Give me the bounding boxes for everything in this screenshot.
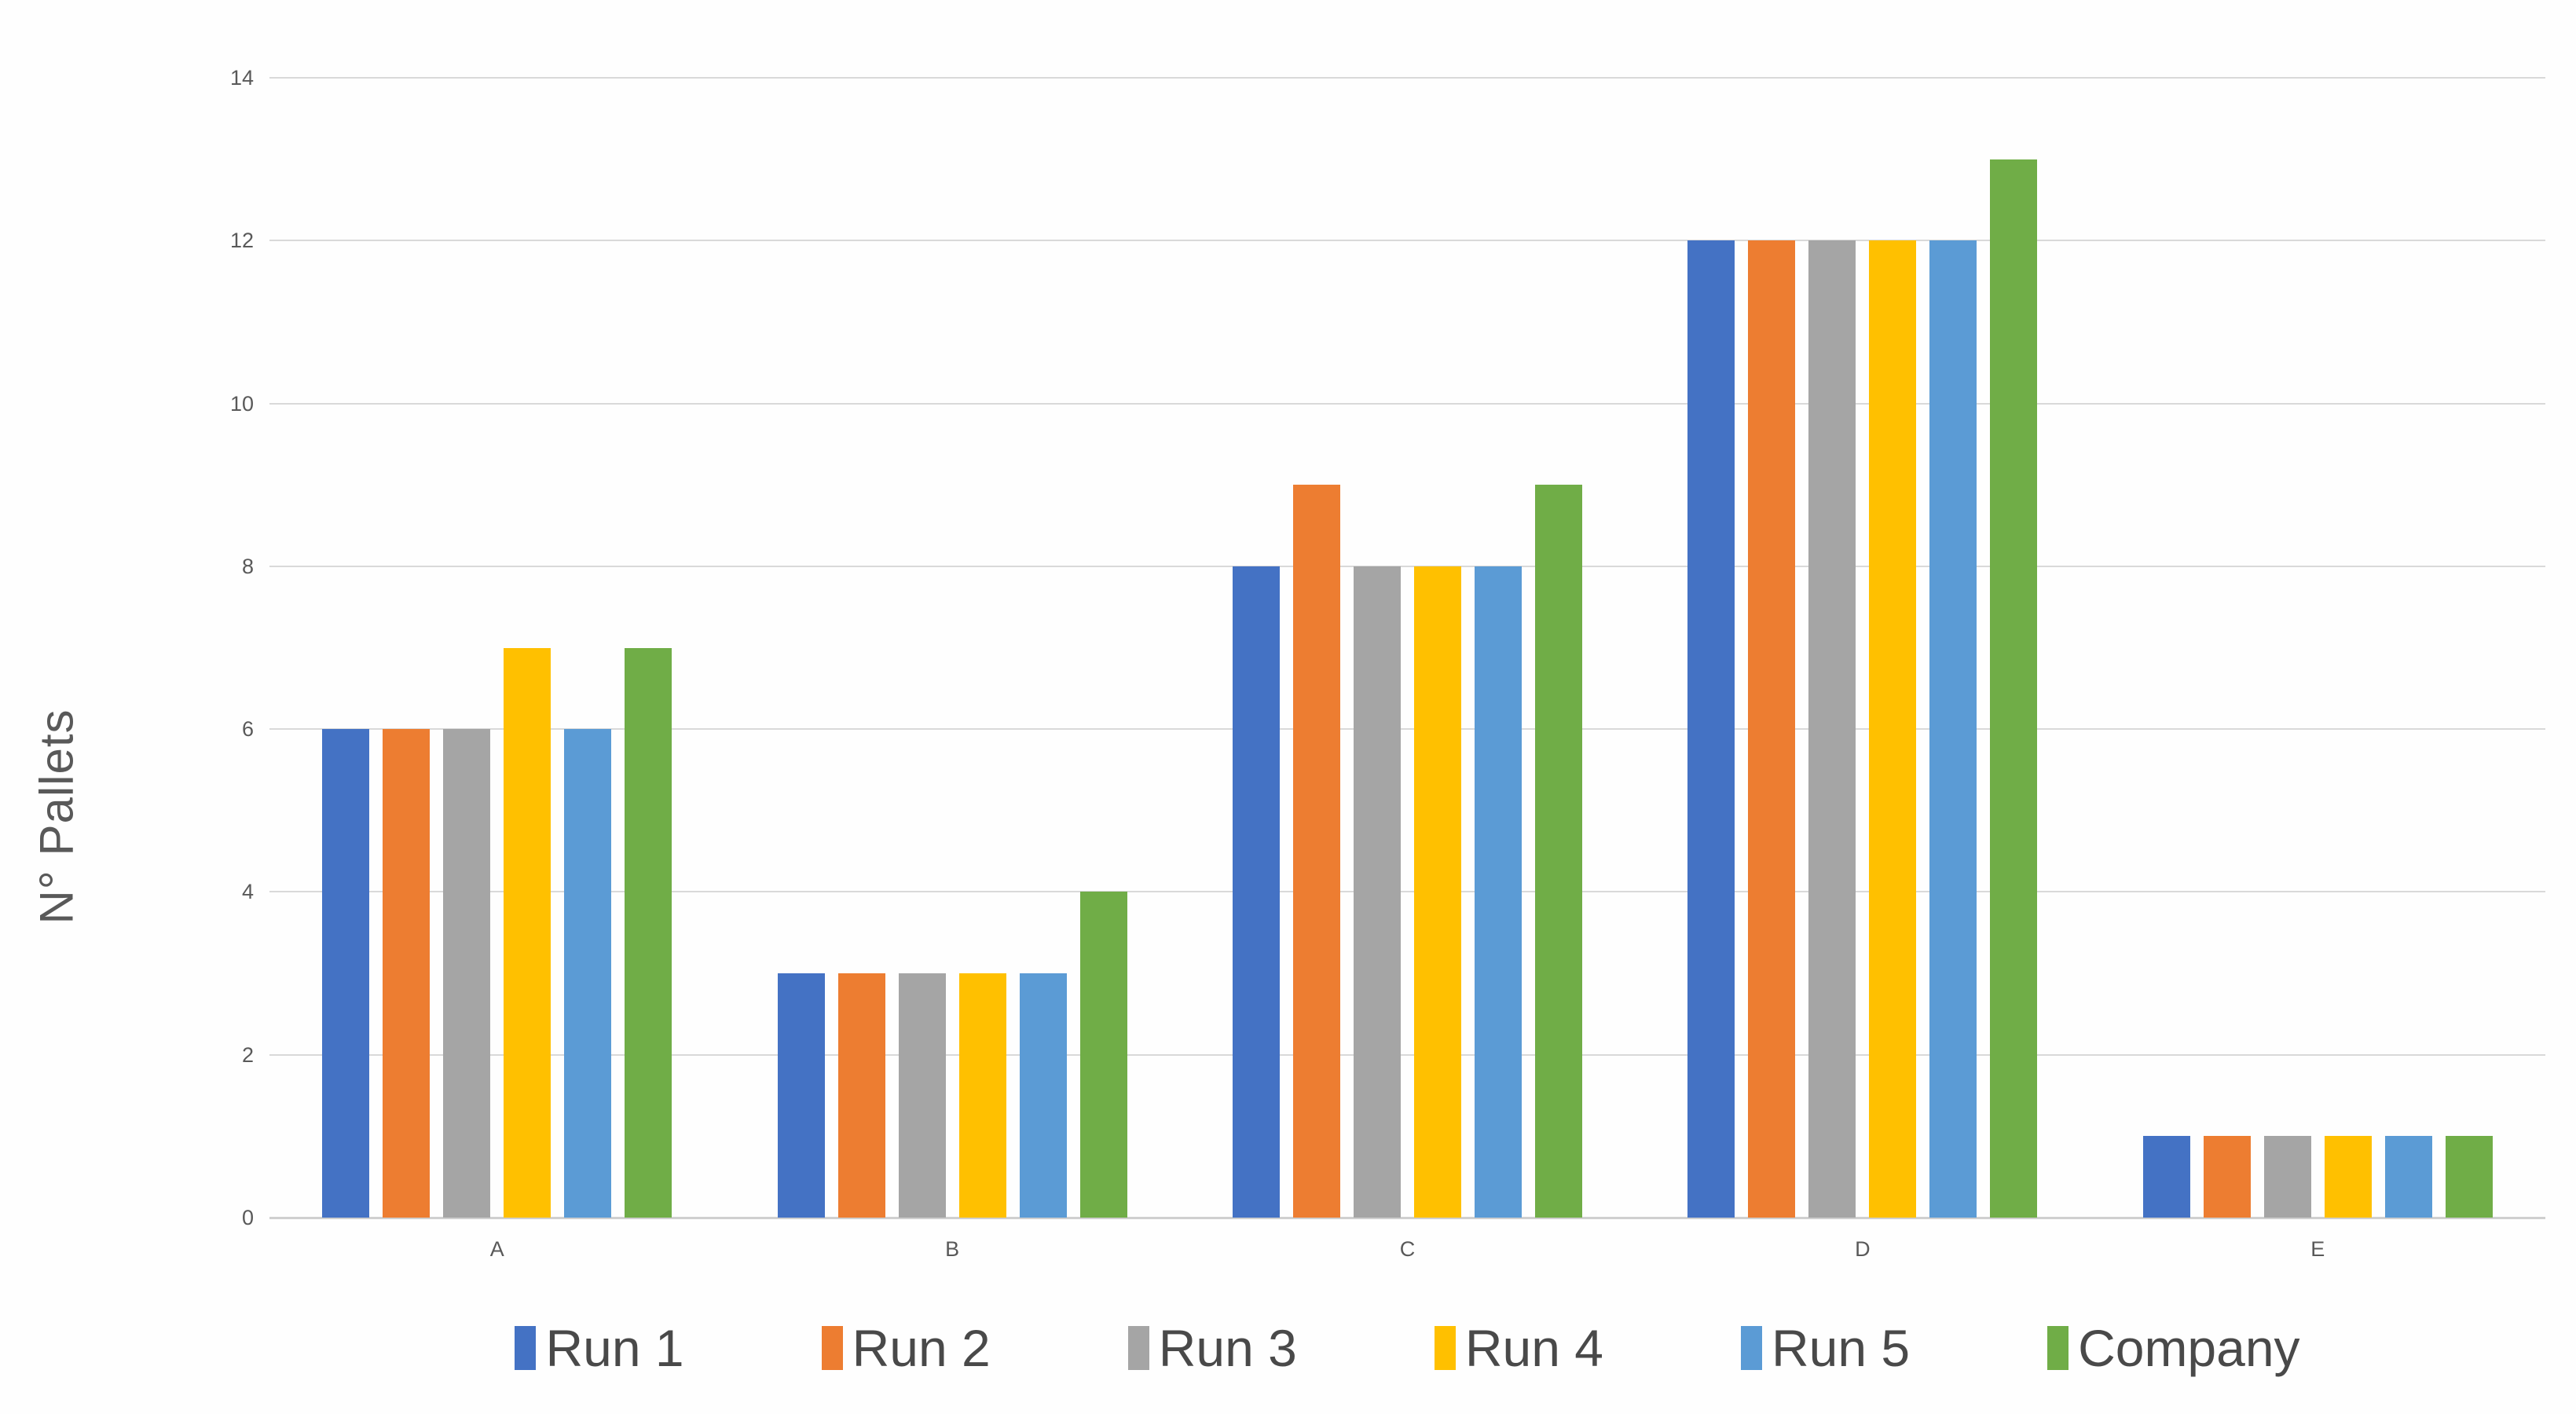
bar-group-D: [1635, 78, 2090, 1218]
legend: Run 1 Run 2 Run 3 Run 4 Run 5 Company: [269, 1318, 2545, 1378]
bar-B-run-5: [1019, 973, 1067, 1218]
bar-E-run-5: [2384, 1136, 2432, 1218]
bar-A-run-5: [564, 729, 612, 1218]
bar-D-run-5: [1929, 240, 1977, 1218]
legend-marker-icon: [1434, 1326, 1456, 1370]
plot-area: 0 2 4 6 8 10 12 14: [230, 68, 2545, 1229]
gridline-y-4: [269, 891, 2545, 893]
x-tick-label-C: C: [1399, 1237, 1416, 1261]
y-tick-label-0: 0: [241, 1206, 254, 1229]
legend-item-run-2: Run 2: [821, 1318, 991, 1378]
bar-D-run-3: [1808, 240, 1856, 1218]
x-tick-label-D: D: [1855, 1237, 1871, 1261]
legend-item-run-3: Run 3: [1127, 1318, 1297, 1378]
bar-C-run-3: [1353, 566, 1401, 1218]
y-tick-label-12: 12: [229, 229, 254, 253]
gridline-y-14: [269, 77, 2545, 79]
bar-C-run-1: [1232, 566, 1280, 1218]
bar-D-run-4: [1869, 240, 1917, 1218]
x-tick-label-A: A: [489, 1237, 504, 1261]
legend-item-run-1: Run 1: [515, 1318, 684, 1378]
legend-marker-icon: [2047, 1326, 2069, 1370]
bar-D-company: [1990, 159, 2038, 1218]
bar-D-run-2: [1748, 240, 1796, 1218]
legend-marker-icon: [1740, 1326, 1762, 1370]
legend-label: Run 2: [852, 1319, 991, 1377]
bar-C-company: [1534, 485, 1582, 1218]
bar-E-run-1: [2142, 1136, 2190, 1218]
bar-B-run-3: [898, 973, 946, 1218]
bar-C-run-5: [1474, 566, 1522, 1218]
bar-A-run-4: [504, 647, 551, 1218]
y-tick-label-14: 14: [229, 66, 254, 90]
bar-C-run-2: [1292, 485, 1340, 1218]
legend-marker-icon: [515, 1326, 537, 1370]
bar-A-run-1: [322, 729, 370, 1218]
gridline-y-6: [269, 728, 2545, 731]
legend-label: Run 5: [1771, 1319, 1911, 1377]
gridline-y-2: [269, 1053, 2545, 1056]
legend-label: Run 3: [1158, 1319, 1297, 1377]
y-tick-label-6: 6: [241, 717, 254, 742]
bar-group-C: [1180, 78, 1635, 1218]
legend-label: Company: [2078, 1319, 2300, 1377]
legend-label: Run 4: [1464, 1319, 1603, 1377]
y-tick-label-10: 10: [229, 391, 254, 416]
legend-item-run-5: Run 5: [1740, 1318, 1911, 1378]
legend-marker-icon: [821, 1326, 843, 1370]
legend-marker-icon: [1127, 1326, 1149, 1370]
bar-E-run-3: [2263, 1136, 2311, 1218]
bar-group-B: [724, 78, 1179, 1218]
y-tick-label-8: 8: [241, 554, 254, 578]
legend-label: Run 1: [545, 1319, 684, 1377]
bar-B-company: [1079, 892, 1127, 1218]
y-tick-label-2: 2: [241, 1042, 254, 1067]
y-axis-title: N° Pallets: [30, 709, 83, 925]
bar-B-run-2: [837, 973, 885, 1218]
bar-B-run-1: [777, 973, 825, 1218]
gridline-y-0: [269, 1217, 2545, 1219]
x-tick-label-B: B: [945, 1237, 960, 1261]
bar-group-E: [2090, 78, 2545, 1218]
bar-E-company: [2445, 1136, 2493, 1218]
bar-B-run-4: [958, 973, 1006, 1218]
legend-item-company: Company: [2047, 1318, 2300, 1378]
gridline-y-12: [269, 240, 2545, 242]
bar-A-run-2: [383, 729, 431, 1218]
bar-A-company: [625, 647, 672, 1218]
bar-A-run-3: [443, 729, 491, 1218]
legend-item-run-4: Run 4: [1434, 1318, 1603, 1378]
bar-group-A: [269, 78, 724, 1218]
bar-E-run-2: [2203, 1136, 2251, 1218]
gridline-y-10: [269, 402, 2545, 405]
bar-C-run-4: [1413, 566, 1461, 1218]
x-tick-label-E: E: [2310, 1237, 2325, 1261]
bar-D-run-1: [1687, 240, 1735, 1218]
gridline-y-8: [269, 565, 2545, 567]
bar-E-run-4: [2324, 1136, 2372, 1218]
y-tick-label-4: 4: [241, 880, 254, 904]
